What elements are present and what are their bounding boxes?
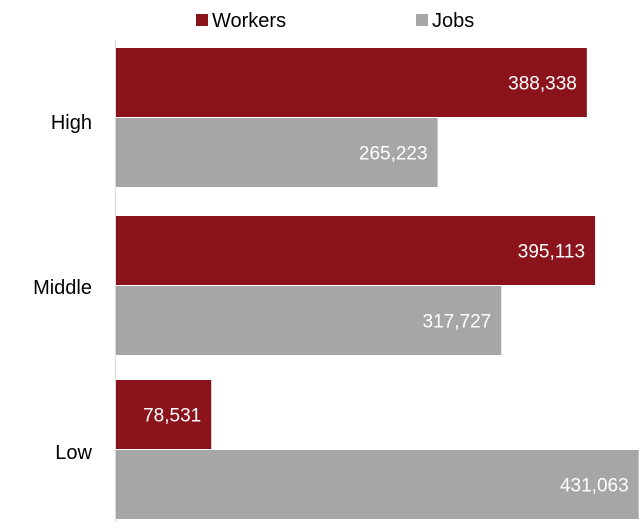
data-labels: 388,338 265,223 395,113 317,727 78,531 431,06… <box>143 74 629 497</box>
data-label-high-workers: 388,338 <box>508 74 577 95</box>
data-label-low-jobs: 431,063 <box>560 476 629 497</box>
category-labels: High Middle Low <box>33 112 92 464</box>
bar-high-jobs <box>116 118 438 187</box>
data-label-middle-jobs: 317,727 <box>423 312 492 333</box>
data-label-middle-workers: 395,113 <box>518 242 585 263</box>
legend: Workers Jobs <box>196 10 474 32</box>
bar-low-jobs <box>116 450 639 519</box>
bar-middle-workers <box>116 216 596 285</box>
category-label-low: Low <box>55 442 92 464</box>
bar-low-workers <box>116 380 212 449</box>
legend-label-jobs: Jobs <box>432 10 474 32</box>
bar-middle-jobs <box>116 286 502 355</box>
data-label-high-jobs: 265,223 <box>359 144 428 165</box>
bar-high-workers <box>116 48 587 117</box>
legend-swatch-workers <box>196 14 208 26</box>
legend-swatch-jobs <box>416 14 428 26</box>
category-label-middle: Middle <box>33 277 92 299</box>
bars <box>116 48 639 519</box>
category-label-high: High <box>51 112 92 134</box>
legend-label-workers: Workers <box>212 10 286 32</box>
data-label-low-workers: 78,531 <box>143 406 201 427</box>
